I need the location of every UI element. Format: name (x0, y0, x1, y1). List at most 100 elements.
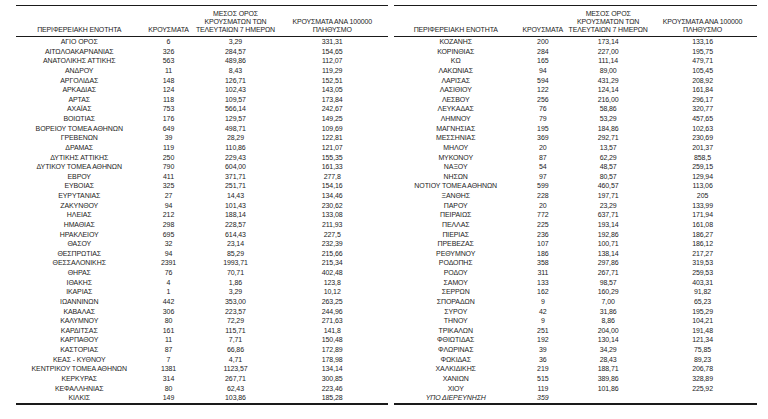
table-row: ΠΡΕΒΕΖΑΣ107100,71186,12 (394, 239, 757, 249)
cases-cell: 76 (517, 104, 568, 114)
per100k-cell: 171,94 (648, 210, 757, 220)
per100k-cell: 263,25 (276, 297, 388, 307)
region-cell: ΛΕΥΚΑΔΑΣ (394, 104, 517, 114)
avg7-cell: 124,14 (568, 85, 648, 95)
table-row: ΚΕΝΤΡΙΚΟΥ ΤΟΜΕΑ ΑΘΗΝΩΝ13811123,57134,14 (16, 364, 388, 374)
avg7-cell: 34,29 (568, 345, 648, 355)
region-cell: ΑΧΑΪΑΣ (16, 104, 142, 114)
region-cell: ΑΙΤΩΛΟΑΚΑΡΝΑΝΙΑΣ (16, 47, 142, 57)
cases-cell: 11 (142, 66, 194, 76)
avg7-cell: 3,29 (195, 37, 277, 47)
table-row: ΙΘΑΚΗΣ41,86123,8 (16, 278, 388, 288)
avg7-cell: 62,29 (568, 153, 648, 163)
per100k-cell: 206,78 (648, 364, 757, 374)
table-row: ΛΕΣΒΟΥ256216,00296,17 (394, 95, 757, 105)
table-body-left: ΑΓΙΟ ΟΡΟΣ63,29331,31ΑΙΤΩΛΟΑΚΑΡΝΑΝΙΑΣ3262… (16, 37, 388, 404)
cases-cell: 256 (517, 95, 568, 105)
table-row: ΙΚΑΡΙΑΣ13,2910,12 (16, 287, 388, 297)
per100k-cell: 227,5 (276, 230, 388, 240)
avg7-cell: 267,71 (195, 374, 277, 384)
region-cell: ΚΩ (394, 56, 517, 66)
table-row: ΚΑΡΔΙΤΣΑΣ161115,71141,8 (16, 326, 388, 336)
cases-cell: 176 (142, 114, 194, 124)
region-cell: ΦΛΩΡΙΝΑΣ (394, 345, 517, 355)
cases-cell: 118 (142, 95, 194, 105)
region-cell: ΥΠΟ ΔΙΕΡΕΥΝΗΣΗ (394, 393, 517, 404)
region-cell: ΜΑΓΝΗΣΙΑΣ (394, 124, 517, 134)
per100k-cell: 271,63 (276, 316, 388, 326)
table-row: ΜΕΣΣΗΝΙΑΣ369292,71230,69 (394, 133, 757, 143)
per100k-cell: 150,48 (276, 335, 388, 345)
cases-cell: 358 (517, 258, 568, 268)
per100k-cell: 223,46 (276, 384, 388, 394)
per100k-cell: 149,25 (276, 114, 388, 124)
per100k-cell: 403,31 (648, 278, 757, 288)
region-cell: ΕΒΡΟΥ (16, 172, 142, 182)
table-row: ΘΕΣΠΡΩΤΙΑΣ9485,29215,66 (16, 249, 388, 259)
table-row: ΤΗΝΟΥ98,86104,21 (394, 316, 757, 326)
table-row: ΚΕΡΚΥΡΑΣ314267,71300,85 (16, 374, 388, 384)
table-row: ΡΕΘΥΜΝΟΥ186138,14217,27 (394, 249, 757, 259)
cases-cell: 1 (142, 287, 194, 297)
avg7-cell: 101,86 (568, 384, 648, 394)
table-row: ΚΑΡΠΑΘΟΥ117,71150,48 (16, 335, 388, 345)
cases-cell: 79 (517, 114, 568, 124)
region-cell: ΧΑΝΙΩΝ (394, 374, 517, 384)
cases-cell: 594 (517, 76, 568, 86)
avg7-cell: 100,71 (568, 239, 648, 249)
region-cell: ΝΟΤΙΟΥ ΤΟΜΕΑ ΑΘΗΝΩΝ (394, 181, 517, 191)
avg7-cell: 53,29 (568, 114, 648, 124)
per100k-cell: 320,77 (648, 104, 757, 114)
table-row: ΚΩ165111,14479,71 (394, 56, 757, 66)
per100k-cell: 479,71 (648, 56, 757, 66)
per100k-cell: 185,28 (276, 393, 388, 404)
avg7-cell (568, 393, 648, 404)
table-row: ΜΑΓΝΗΣΙΑΣ195184,86102,63 (394, 124, 757, 134)
cases-cell: 20 (517, 201, 568, 211)
avg7-cell: 489,86 (195, 56, 277, 66)
cases-cell: 442 (142, 297, 194, 307)
avg7-cell: 604,00 (195, 162, 277, 172)
per100k-cell: 121,34 (648, 335, 757, 345)
table-row: ΚΟΖΑΝΗΣ200173,14133,16 (394, 37, 757, 47)
region-cell: ΙΘΑΚΗΣ (16, 278, 142, 288)
cases-cell: 162 (517, 287, 568, 297)
cases-cell: 314 (142, 374, 194, 384)
cases-cell: 11 (142, 335, 194, 345)
per100k-cell: 319,53 (648, 258, 757, 268)
cases-cell: 119 (517, 384, 568, 394)
column-header-region: ΠΕΡΙΦΕΡΕΙΑΚΗ ΕΝΟΤΗΤΑ (16, 6, 142, 37)
table-row: ΕΥΒΟΙΑΣ325251,71154,16 (16, 181, 388, 191)
per100k-cell: 113,06 (648, 181, 757, 191)
per100k-cell: 215,34 (276, 258, 388, 268)
region-cell: ΓΡΕΒΕΝΩΝ (16, 133, 142, 143)
per100k-cell: 104,21 (648, 316, 757, 326)
avg7-cell: 66,86 (195, 345, 277, 355)
cases-table-left: ΠΕΡΙΦΕΡΕΙΑΚΗ ΕΝΟΤΗΤΑ ΚΡΟΥΣΜΑΤΑ ΜΕΣΟΣ ΟΡΟ… (16, 5, 388, 405)
avg7-cell: 80,57 (568, 172, 648, 182)
per100k-cell: 242,67 (276, 104, 388, 114)
avg7-cell: 188,71 (568, 364, 648, 374)
region-cell: ΕΥΡΥΤΑΝΙΑΣ (16, 191, 142, 201)
table-row: ΡΟΔΟΥ311267,71259,53 (394, 268, 757, 278)
cases-cell: 311 (517, 268, 568, 278)
cases-cell: 228 (517, 191, 568, 201)
table-row: ΦΛΩΡΙΝΑΣ3934,2975,85 (394, 345, 757, 355)
per100k-cell: 133,16 (648, 37, 757, 47)
per100k-cell: 133,08 (276, 210, 388, 220)
region-cell: ΑΡΤΑΣ (16, 95, 142, 105)
per100k-cell (648, 393, 757, 404)
column-header-cases: ΚΡΟΥΣΜΑΤΑ (517, 6, 568, 37)
avg7-cell: 1,86 (195, 278, 277, 288)
cases-cell: 411 (142, 172, 194, 182)
cases-cell: 39 (517, 345, 568, 355)
per100k-cell: 109,69 (276, 124, 388, 134)
cases-cell: 36 (517, 355, 568, 365)
avg7-cell: 89,00 (568, 66, 648, 76)
per100k-cell: 161,08 (648, 220, 757, 230)
cases-cell: 20 (517, 143, 568, 153)
region-cell: ΘΕΣΣΑΛΟΝΙΚΗΣ (16, 258, 142, 268)
region-cell: ΠΑΡΟΥ (394, 201, 517, 211)
column-header-cases: ΚΡΟΥΣΜΑΤΑ (142, 6, 194, 37)
per100k-cell: 217,27 (648, 249, 757, 259)
